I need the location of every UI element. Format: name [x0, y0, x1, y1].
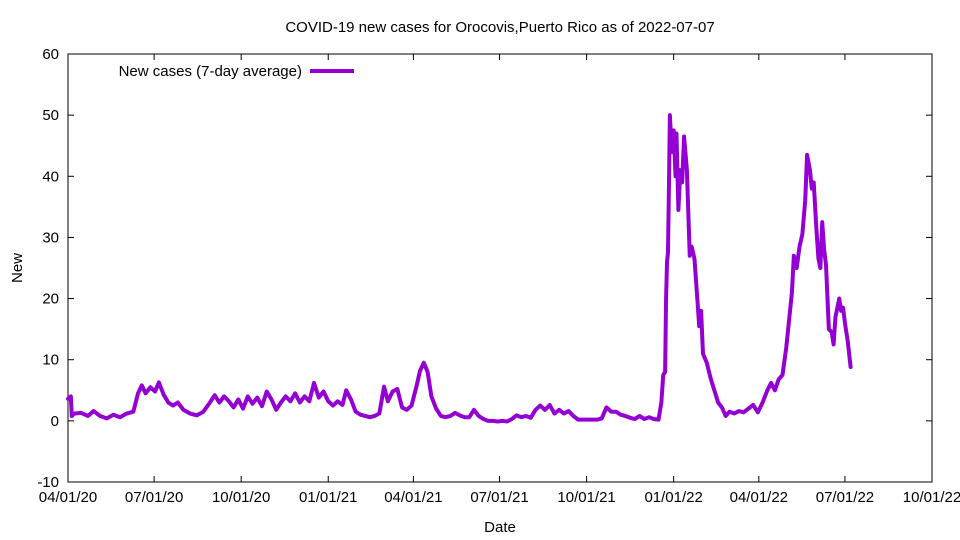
y-tick-label: 20	[42, 291, 59, 308]
chart-title: COVID-19 new cases for Orocovis,Puerto R…	[285, 19, 714, 36]
x-tick-label: 04/01/21	[384, 489, 442, 506]
x-tick-label: 10/01/20	[212, 489, 270, 506]
legend: New cases (7-day average)	[119, 63, 354, 80]
y-tick-label: 0	[51, 413, 59, 430]
x-tick-label: 07/01/21	[470, 489, 528, 506]
x-tick-label: 10/01/22	[903, 489, 960, 506]
x-tick-label: 04/01/20	[39, 489, 97, 506]
legend-label: New cases (7-day average)	[119, 63, 302, 80]
y-tick-label: 30	[42, 229, 59, 246]
y-tick-label: 50	[42, 107, 59, 124]
x-tick-label: 10/01/21	[557, 489, 615, 506]
y-tick-label: -10	[37, 474, 59, 491]
x-tick-label: 01/01/22	[644, 489, 702, 506]
x-tick-label: 04/01/22	[730, 489, 788, 506]
y-tick-label: 40	[42, 168, 59, 185]
y-tick-label: 10	[42, 352, 59, 369]
y-tick-label: 60	[42, 46, 59, 63]
y-axis-title: New	[9, 253, 26, 283]
plot-area: 04/01/20 07/01/20 10/01/20 01/01/21 04/01/21…	[37, 46, 960, 506]
x-axis-title: Date	[484, 519, 516, 536]
x-tick-label: 01/01/21	[299, 489, 357, 506]
x-tick-label: 07/01/20	[125, 489, 183, 506]
x-tick-label: 07/01/22	[816, 489, 874, 506]
plot-border	[67, 53, 933, 483]
series-line	[66, 113, 853, 424]
